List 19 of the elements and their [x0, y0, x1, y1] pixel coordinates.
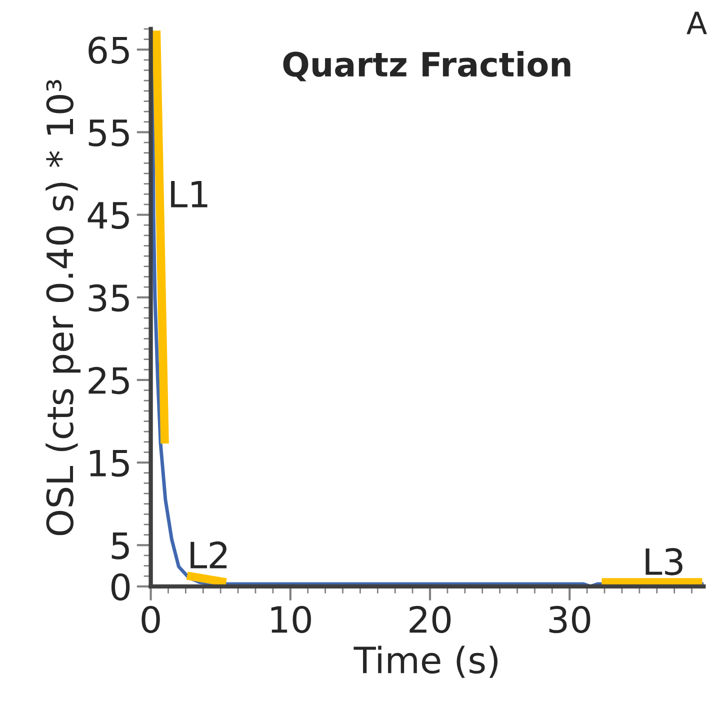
y-tick-label: 15 [90, 450, 129, 477]
y-tick-label: 45 [88, 202, 129, 230]
y-axis-title: OSL (cts per 0.40 s) * 10³ [46, 80, 81, 536]
annotation: L1 [171, 180, 208, 208]
y-tick-label: 35 [88, 284, 129, 312]
text: Quartz Fraction [283, 51, 570, 82]
x-axis-title: Time (s) [354, 646, 498, 678]
x-tick-label: 30 [549, 606, 590, 634]
y-tick-label: 5 [112, 532, 129, 560]
annotation: L2 [190, 541, 227, 568]
annotation: L3 [646, 548, 682, 576]
y-tick-label: 25 [88, 366, 129, 394]
y-tick-label: 0 [111, 573, 130, 601]
x-tick-label: 0 [142, 606, 160, 634]
x-tick-label: 10 [271, 606, 311, 634]
x-tick-label: 20 [410, 606, 451, 634]
annotation: A [686, 12, 707, 34]
y-tick-label: 55 [88, 120, 129, 146]
y-tick-label: 65 [88, 36, 129, 64]
